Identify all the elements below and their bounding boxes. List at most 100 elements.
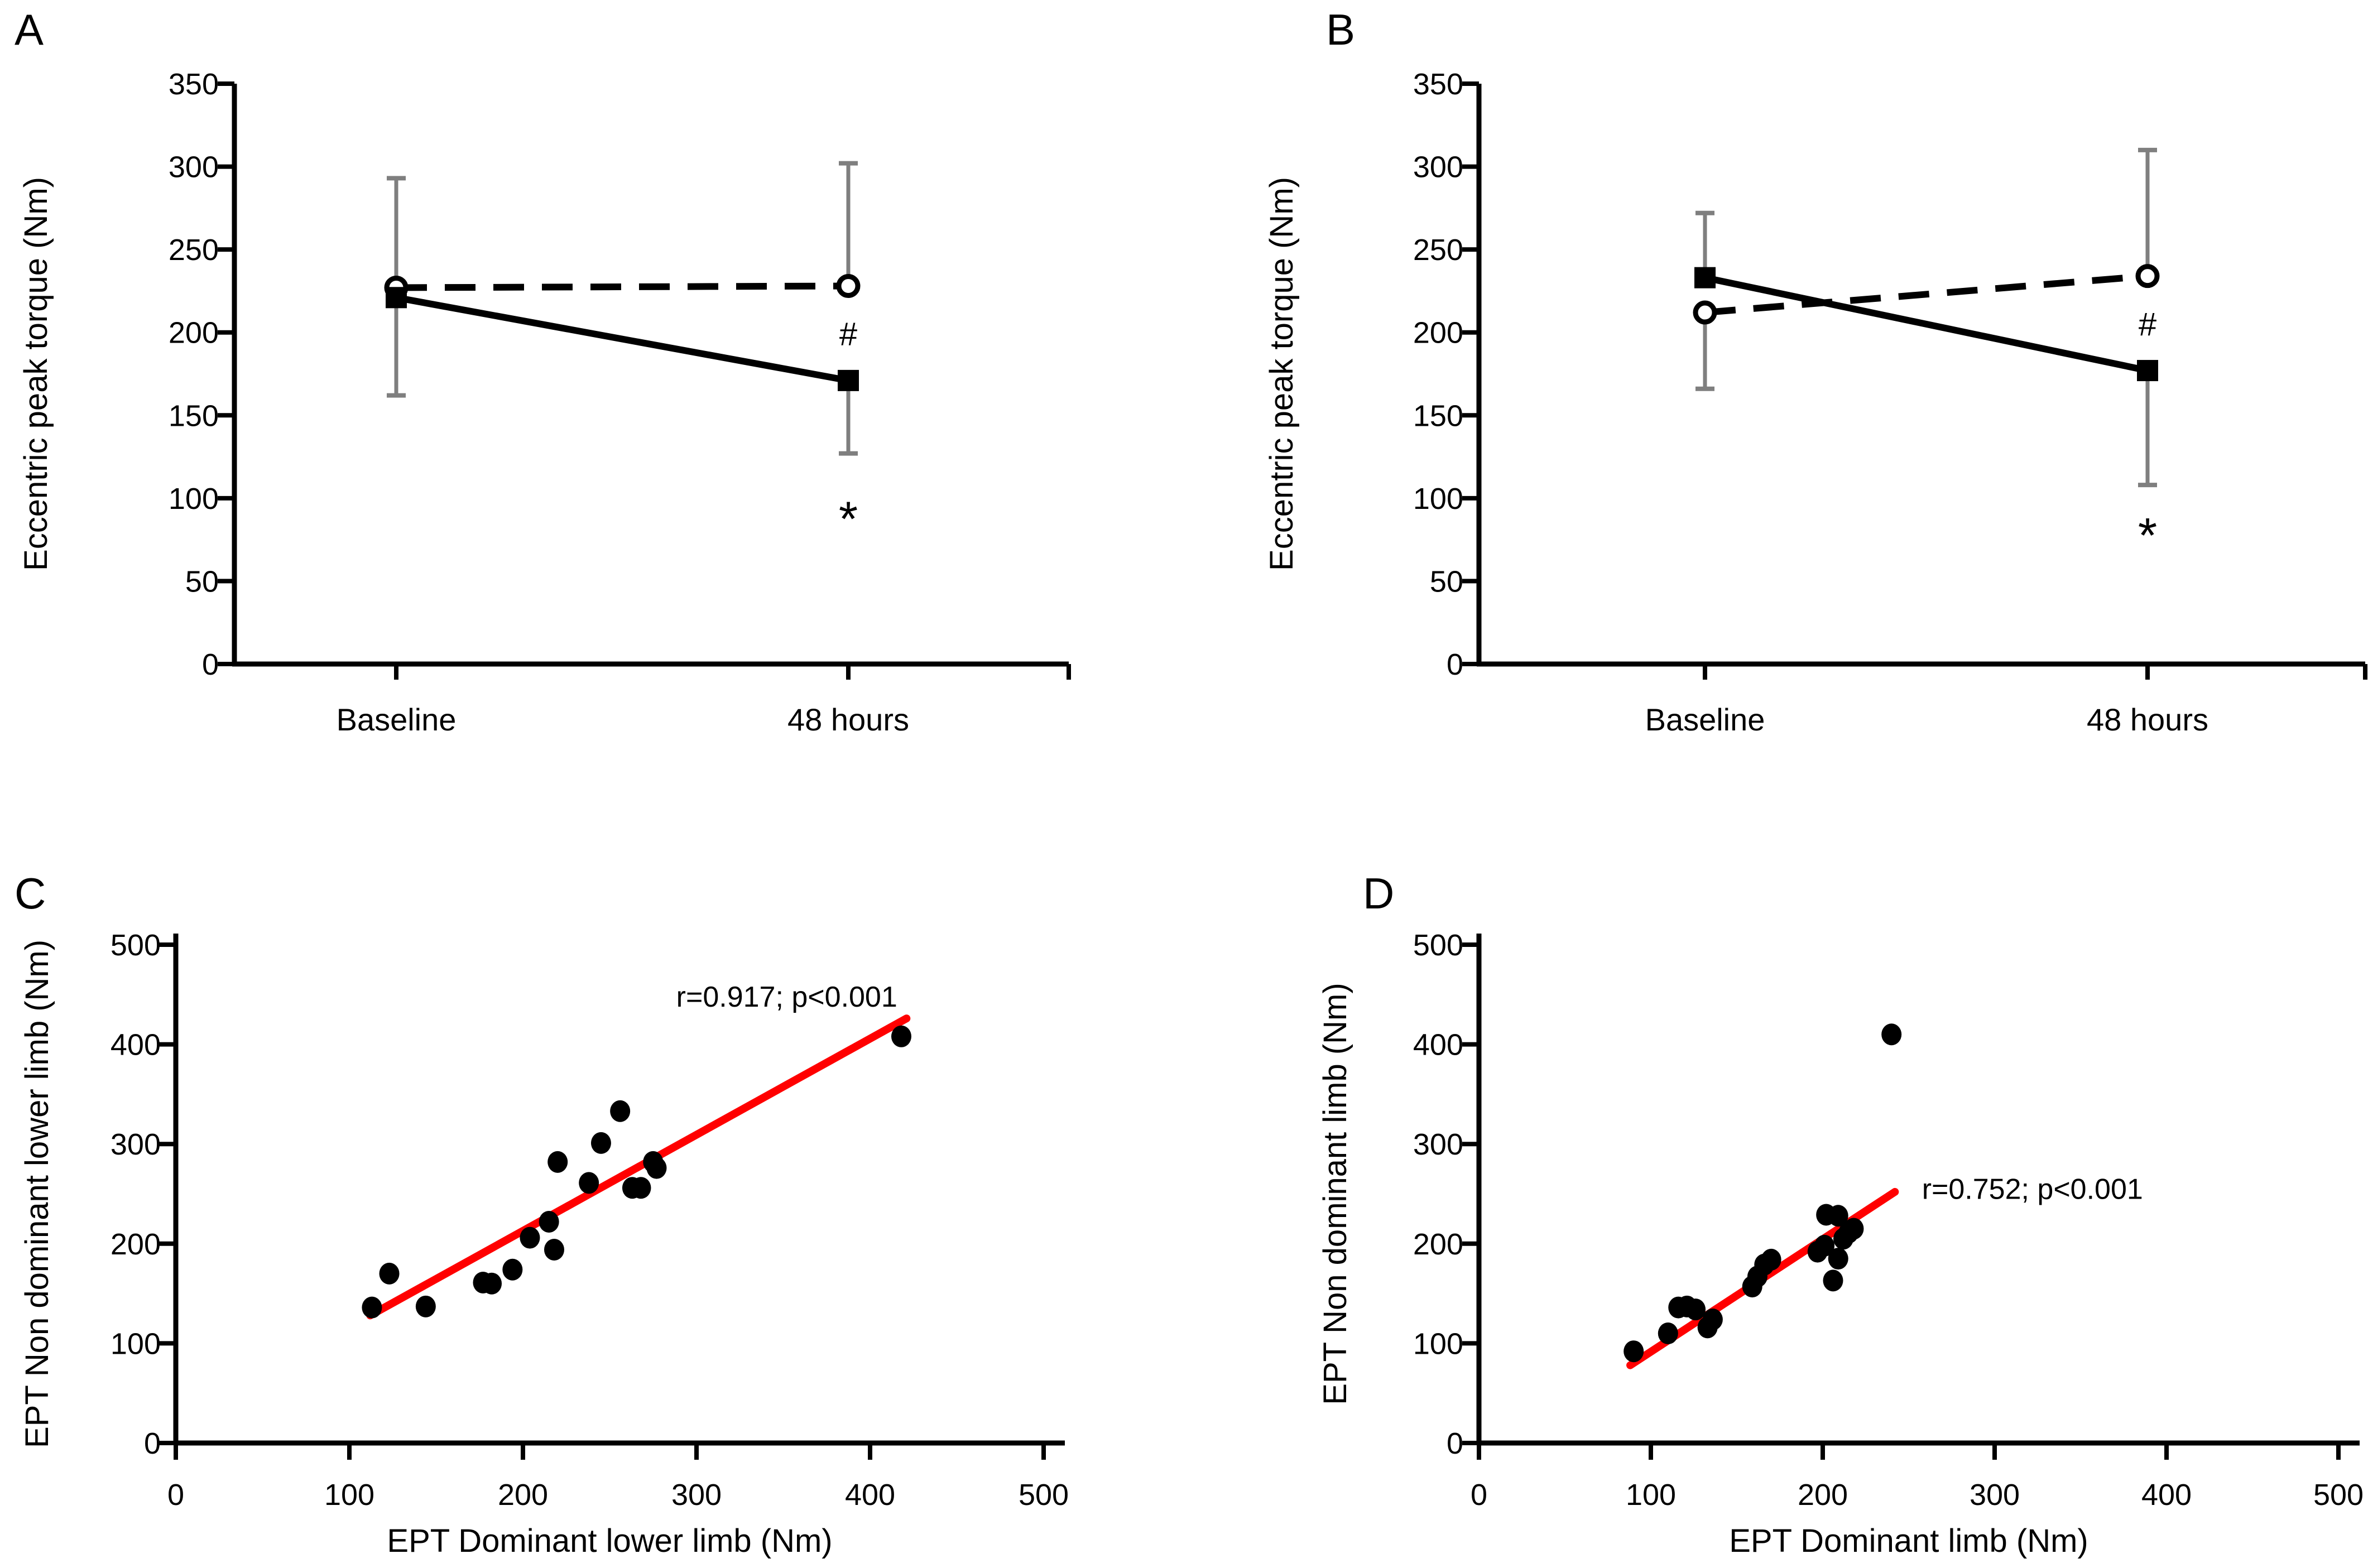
x-tick-label: 0 (167, 1478, 184, 1512)
scatter-point (1624, 1340, 1644, 1363)
x-category-label: 48 hours (2087, 702, 2208, 737)
significance-annotation: * (839, 491, 858, 546)
y-tick-label: 300 (1413, 151, 1463, 184)
y-tick-label: 100 (111, 1327, 161, 1360)
y-tick-label: 400 (111, 1028, 161, 1062)
series-line-solid (395, 294, 849, 384)
scatter-point (610, 1100, 631, 1122)
y-axis-title: EPT Non dominant limb (Nm) (1317, 983, 1353, 1405)
y-tick-label: 50 (185, 565, 219, 598)
correlation-annotation: r=0.917; p<0.001 (676, 981, 897, 1013)
x-category-label: 48 hours (787, 702, 909, 737)
x-tick-label: 400 (845, 1478, 895, 1512)
scatter-point (520, 1226, 540, 1249)
x-tick-label: 500 (2313, 1478, 2364, 1512)
y-tick-label: 0 (1447, 648, 1463, 681)
scatter-point (1828, 1205, 1848, 1227)
y-tick-label: 500 (1413, 929, 1463, 962)
significance-annotation: * (2138, 507, 2157, 562)
filled-square-marker (838, 369, 859, 391)
y-tick-label: 300 (111, 1128, 161, 1161)
x-category-label: Baseline (337, 702, 457, 737)
y-tick-label: 250 (169, 233, 219, 267)
x-tick-label: 300 (671, 1478, 722, 1512)
panel-letter-c: C (15, 869, 46, 918)
scatter-point (579, 1172, 599, 1194)
x-axis-title: EPT Dominant limb (Nm) (1729, 1523, 2088, 1559)
panel-D: 0 100 200 300 400 500 0 100 200 300 400 500 EPT Domi… (1317, 929, 2364, 1559)
open-circle-marker (1693, 300, 1717, 325)
y-axis-title: EPT Non dominant lower limb (Nm) (19, 940, 55, 1448)
significance-annotation: # (2139, 306, 2156, 343)
panel-letter-b: B (1326, 5, 1356, 54)
filled-square-marker (2137, 360, 2158, 382)
scatter-point (547, 1151, 568, 1173)
y-tick-label: 200 (111, 1228, 161, 1261)
panel-C: 0 100 200 300 400 500 0 100 200 300 400 500 EPT Domi… (19, 929, 1069, 1559)
scatter-point (590, 1132, 611, 1154)
y-tick-label: 300 (169, 151, 219, 184)
scatter-point (1814, 1234, 1835, 1257)
y-tick-label: 250 (1413, 233, 1463, 267)
scatter-point (1823, 1269, 1843, 1292)
open-circle-marker (836, 274, 861, 299)
y-tick-label: 200 (169, 316, 219, 350)
x-tick-label: 0 (1471, 1478, 1487, 1512)
y-tick-label: 200 (1413, 316, 1463, 350)
y-tick-label: 0 (144, 1427, 161, 1460)
scatter-point (379, 1262, 400, 1285)
scatter-point (415, 1295, 436, 1317)
y-tick-label: 150 (1413, 399, 1463, 432)
scatter-point (646, 1157, 667, 1179)
scatter-point (502, 1258, 523, 1281)
series-line-dashed (1704, 272, 2148, 316)
x-tick-label: 300 (1970, 1478, 2020, 1512)
y-tick-label: 0 (1447, 1427, 1463, 1460)
series-line-solid (1704, 274, 2149, 374)
correlation-annotation: r=0.752; p<0.001 (1922, 1173, 2143, 1206)
y-tick-label: 0 (202, 648, 219, 681)
x-tick-label: 200 (1798, 1478, 1848, 1512)
scatter-point (362, 1296, 382, 1319)
x-axis-title: EPT Dominant lower limb (Nm) (387, 1523, 832, 1559)
y-tick-label: 50 (1430, 565, 1463, 598)
scatter-point (544, 1239, 564, 1261)
scatter-point (631, 1177, 651, 1199)
x-tick-label: 500 (1019, 1478, 1069, 1512)
x-tick-label: 100 (1626, 1478, 1676, 1512)
scatter-point (539, 1211, 559, 1233)
x-tick-label: 400 (2141, 1478, 2192, 1512)
open-circle-marker (2135, 264, 2160, 288)
panel-B: 0 50 100 150 200 250 300 350 Baseline 48 hours Ecc… (1264, 68, 2367, 737)
scatter-point (1828, 1248, 1848, 1270)
y-tick-label: 350 (1413, 68, 1463, 101)
significance-annotation: # (839, 316, 857, 353)
y-axis-title: Eccentric peak torque (Nm) (1264, 177, 1300, 571)
y-tick-label: 500 (111, 929, 161, 962)
y-tick-label: 350 (169, 68, 219, 101)
scatter-point (1658, 1322, 1678, 1345)
y-tick-label: 400 (1413, 1028, 1463, 1062)
y-tick-label: 100 (1413, 1327, 1463, 1360)
x-category-label: Baseline (1645, 702, 1765, 737)
scatter-point (1843, 1218, 1864, 1240)
panel-letter-d: D (1363, 869, 1395, 918)
y-tick-label: 100 (1413, 482, 1463, 516)
series-line-dashed (396, 282, 849, 291)
scatter-point (1761, 1248, 1781, 1271)
panel-A: 0 50 100 150 200 250 300 350 Baseline 48 hours Ecc… (18, 68, 1071, 737)
y-tick-label: 100 (169, 482, 219, 516)
scatter-point (891, 1025, 911, 1047)
panel-letter-a: A (15, 5, 44, 54)
filled-square-marker (1694, 267, 1716, 288)
filled-square-marker (386, 287, 407, 309)
y-tick-label: 300 (1413, 1128, 1463, 1161)
regression-line (366, 1014, 911, 1320)
x-tick-label: 200 (498, 1478, 548, 1512)
x-tick-label: 100 (324, 1478, 374, 1512)
scatter-point (1881, 1023, 1902, 1046)
y-tick-label: 150 (169, 399, 219, 432)
scatter-point (482, 1272, 502, 1295)
y-axis-title: Eccentric peak torque (Nm) (18, 177, 54, 571)
